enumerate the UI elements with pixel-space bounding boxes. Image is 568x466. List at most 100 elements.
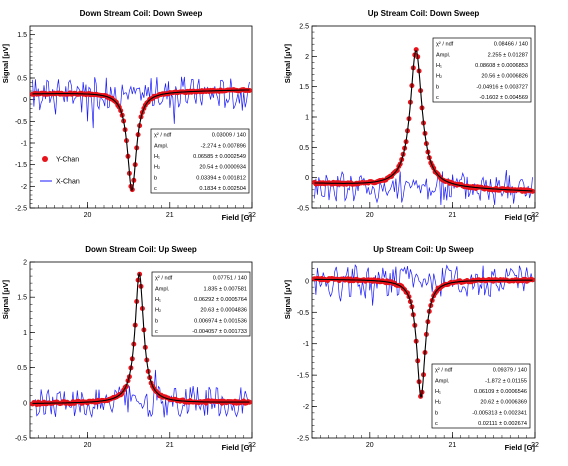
fit-stat-value: -0.005313 ± 0.002341	[472, 410, 527, 416]
y-tick-label: -1	[21, 141, 27, 148]
fit-stat-name: H₁	[154, 154, 160, 160]
fit-curve	[314, 278, 533, 398]
chart-panel-4: Up Stream Coil: Up Sweep -2.5 -2 -1.5 -1 -0.5…	[283, 245, 539, 452]
fit-stat-value: 20.56 ± 0.0006826	[481, 74, 528, 80]
fit-stat-value: 0.03009 / 140	[212, 133, 246, 139]
fit-stat-value: -2.274 ± 0.007896	[201, 143, 246, 149]
fit-stat-value: -0.04916 ± 0.003727	[476, 84, 528, 90]
fit-stat-name: Ampl.	[154, 143, 169, 149]
y-tick-label: 2.5	[299, 24, 309, 31]
y-tick-label: -2.5	[15, 206, 27, 213]
y-tick-label: 2	[23, 260, 27, 267]
y-axis-label: Signal [μV]	[1, 44, 10, 84]
chart-panel-1: Down Stream Coil: Down Sweep -2.5 -2 -1.5 -1…	[1, 9, 256, 222]
fit-stat-name: χ² / ndf	[435, 368, 453, 374]
fit-stats-box	[150, 128, 250, 194]
fit-stat-value: 0.02111 ± 0.002674	[478, 421, 527, 427]
fit-stat-value: -1.872 ± 0.01155	[485, 378, 527, 384]
y-tick-label: -1.5	[15, 162, 27, 169]
fit-curve	[32, 89, 250, 192]
y-axis-label: Signal [μV]	[283, 44, 292, 84]
x-chan-trace	[32, 369, 250, 419]
y-tick-label: -0.5	[297, 206, 309, 213]
fit-stat-name: b	[154, 175, 157, 181]
plot-frame	[29, 261, 253, 439]
x-tick-label: 21	[449, 212, 457, 219]
y-tick-label: 1.5	[17, 295, 27, 302]
x-chan-trace	[32, 76, 250, 129]
fit-stat-name: c	[436, 95, 439, 101]
chart-title: Up Stream Coil: Up Sweep	[373, 245, 474, 254]
fit-stat-name: χ² / ndf	[436, 42, 454, 48]
chart-title: Up Stream Coil: Down Sweep	[368, 9, 480, 18]
x-axis-label: Field [G]	[505, 443, 536, 452]
fit-stat-value: 0.03394 ± 0.001812	[196, 175, 246, 181]
fit-stat-value: 0.006974 ± 0.001536	[194, 318, 247, 324]
x-tick-label: 21	[166, 442, 174, 449]
x-axis-label: Field [G]	[222, 443, 253, 452]
x-axis-label: Field [G]	[222, 213, 253, 222]
fit-stat-name: H₂	[436, 74, 442, 80]
y-tick-label: 1.5	[17, 32, 27, 39]
y-tick-label: 0.5	[299, 145, 309, 152]
fit-stats-box	[431, 363, 531, 429]
y-tick-label: -2	[21, 184, 27, 191]
y-axis-label: Signal [μV]	[1, 280, 10, 320]
chart-panel-2: Up Stream Coil: Down Sweep-0.500.511.522…	[283, 9, 539, 222]
x-tick-label: 21	[166, 212, 174, 219]
x-tick-label: 22	[248, 212, 256, 219]
fit-stat-name: Ampl.	[435, 378, 450, 384]
y-tick-label: -0.5	[15, 119, 27, 126]
fit-stat-name: b	[155, 318, 158, 324]
fit-stat-value: 0.09379 / 140	[493, 368, 527, 374]
y-tick-label: 0	[23, 400, 27, 407]
fit-stat-name: H₂	[155, 308, 161, 314]
fit-stat-name: b	[435, 410, 438, 416]
x-tick-label: 20	[366, 442, 374, 449]
y-tick-label: -1	[303, 341, 309, 348]
fit-stat-value: -0.004057 ± 0.001733	[192, 329, 247, 335]
y-tick-label: 0	[23, 97, 27, 104]
legend-marker-dot	[42, 156, 48, 162]
y-tick-label: -2.5	[297, 436, 309, 443]
x-tick-label: 20	[84, 212, 92, 219]
fit-stat-name: χ² / ndf	[154, 133, 172, 139]
fit-stat-value: 2.255 ± 0.01287	[488, 52, 528, 58]
fit-stat-value: 0.08608 ± 0.0006853	[475, 63, 528, 69]
legend-label: X-Chan	[56, 179, 80, 186]
y-tick-label: 0.5	[17, 365, 27, 372]
fit-stat-value: -0.1602 ± 0.004569	[480, 95, 528, 101]
y-tick-label: -2	[303, 404, 309, 411]
x-tick-label: 22	[531, 212, 539, 219]
y-tick-label: -1.5	[297, 373, 309, 380]
fit-stat-name: Ampl.	[155, 286, 170, 292]
fit-stat-name: c	[154, 186, 157, 192]
fit-stat-value: 20.62 ± 0.0006369	[480, 400, 527, 406]
fit-stat-value: 0.06585 ± 0.0002549	[193, 154, 246, 160]
x-tick-label: 21	[449, 442, 457, 449]
y-tick-label: 1.5	[299, 84, 309, 91]
y-tick-label: -0.5	[15, 436, 27, 443]
fit-stat-name: χ² / ndf	[155, 276, 173, 282]
y-tick-label: 0.5	[17, 76, 27, 83]
fit-stat-name: H₁	[155, 297, 161, 303]
fit-stat-value: 0.1834 ± 0.002504	[199, 186, 246, 192]
fit-stats-box	[432, 37, 532, 103]
y-tick-label: -0.5	[297, 310, 309, 317]
fit-stat-value: 1.835 ± 0.007581	[203, 286, 247, 292]
fit-stat-value: 0.06109 ± 0.0006546	[474, 389, 527, 395]
y-tick-label: 1	[305, 115, 309, 122]
plot-legend: Y-Chan X-Chan	[40, 156, 80, 186]
fit-curve	[314, 49, 533, 192]
fit-stat-name: c	[155, 329, 158, 335]
y-tick-label: 0	[305, 278, 309, 285]
fit-stat-value: 0.07751 / 140	[213, 276, 247, 282]
legend-label: Y-Chan	[56, 157, 79, 164]
fit-stat-value: 0.08466 / 140	[494, 42, 528, 48]
fit-stat-name: H₁	[435, 389, 441, 395]
fit-stat-name: H₁	[436, 63, 442, 69]
fit-stat-name: H₂	[154, 165, 160, 171]
fit-stat-name: H₂	[435, 400, 441, 406]
x-chan-trace	[314, 169, 533, 206]
